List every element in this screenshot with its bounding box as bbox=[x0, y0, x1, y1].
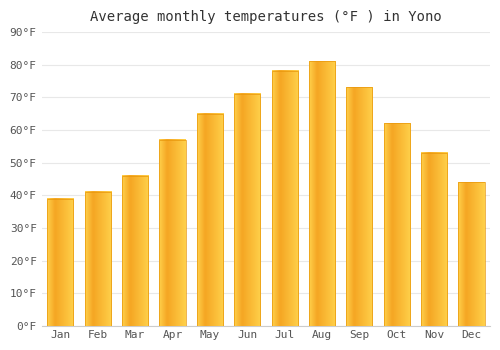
Title: Average monthly temperatures (°F ) in Yono: Average monthly temperatures (°F ) in Yo… bbox=[90, 10, 442, 24]
Bar bbox=[272, 71, 297, 326]
Bar bbox=[122, 176, 148, 326]
Bar bbox=[421, 153, 448, 326]
Bar bbox=[160, 140, 186, 326]
Bar bbox=[84, 192, 111, 326]
Bar bbox=[384, 124, 410, 326]
Bar bbox=[47, 198, 74, 326]
Bar bbox=[197, 114, 223, 326]
Bar bbox=[234, 94, 260, 326]
Bar bbox=[309, 61, 335, 326]
Bar bbox=[458, 182, 484, 326]
Bar bbox=[346, 88, 372, 326]
